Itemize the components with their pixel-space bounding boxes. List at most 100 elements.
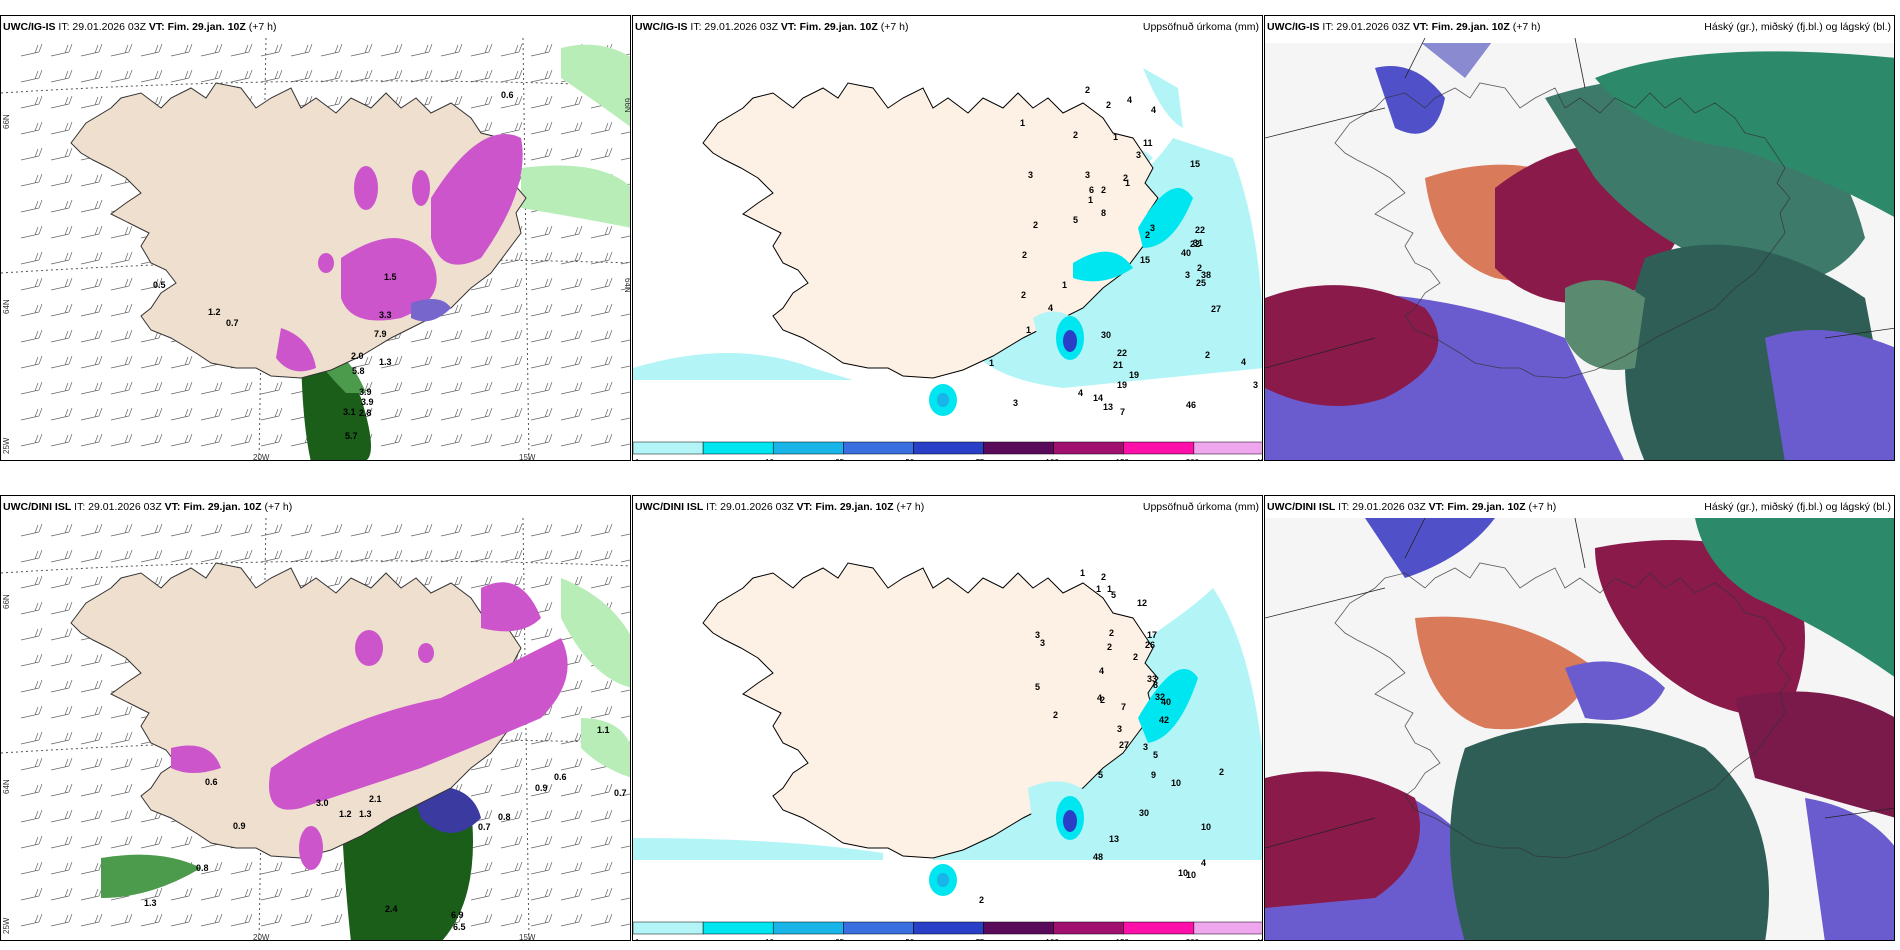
wind-barb	[470, 575, 493, 589]
wind-barb	[50, 601, 73, 615]
colorbar-swatch	[913, 921, 984, 935]
wind-barb	[140, 277, 163, 291]
value-label: 21	[1113, 360, 1123, 370]
wind-barb	[590, 887, 613, 901]
panel-accum-precip-dini[interactable]: UWC/DINI ISL IT: 29.01.2026 03Z VT: Fim.…	[632, 495, 1263, 941]
wind-barb	[50, 433, 73, 447]
wind-barb	[620, 287, 630, 291]
wind-barb	[470, 303, 493, 317]
wind-barb	[560, 549, 583, 563]
init-time: IT: 29.01.2026 03Z	[58, 21, 146, 33]
wind-barb	[80, 549, 103, 563]
value-label: 13	[1103, 402, 1113, 412]
wind-barb	[620, 533, 630, 537]
lon-label-25: 25W	[2, 917, 11, 934]
value-label: 30	[1139, 808, 1149, 818]
wind-barb	[470, 433, 493, 447]
wind-barb	[20, 757, 43, 771]
panel-header: UWC/DINI ISL IT: 29.01.2026 03Z VT: Fim.…	[1, 496, 630, 518]
temp-labels: 0.60.90.81.32.46.96.51.20.80.70.80.60.70…	[144, 725, 627, 932]
value-label: 6	[1089, 185, 1094, 195]
value-label: 2.0	[351, 351, 364, 361]
wind-barb	[80, 653, 103, 667]
value-label: 2	[1022, 250, 1027, 260]
wind-barb	[260, 861, 283, 875]
wind-barb	[560, 329, 583, 343]
wind-barb	[20, 783, 43, 797]
wind-barb	[80, 705, 103, 719]
init-time: IT: 29.01.2026 03Z	[706, 501, 794, 513]
wind-barb	[80, 303, 103, 317]
wind-barb	[20, 277, 43, 291]
wind-barb	[20, 355, 43, 369]
panel-header: UWC/IG-IS IT: 29.01.2026 03Z VT: Fim. 29…	[633, 16, 1262, 38]
value-label: 2	[1133, 652, 1138, 662]
wind-barb	[260, 407, 283, 421]
colorbar-swatch	[843, 441, 914, 455]
wind-barb	[20, 225, 43, 239]
wind-barb	[50, 523, 73, 537]
wind-barb	[50, 173, 73, 187]
wind-barb	[110, 407, 133, 421]
colorbar-label: 25	[835, 938, 844, 941]
wind-barb	[500, 95, 523, 109]
panel-wind-precip-igis[interactable]: UWC/IG-IS IT: 29.01.2026 03Z VT: Fim. 29…	[0, 15, 631, 461]
value-label: 0.5	[153, 280, 166, 290]
wind-barb	[230, 523, 253, 537]
wind-barb	[50, 303, 73, 317]
wind-barb	[530, 121, 553, 135]
wind-barb	[80, 913, 103, 927]
map-canvas[interactable]: 0.60.51.20.71.53.33.97.95.83.93.1 2.85.72…	[1, 38, 631, 461]
colorbar-label: 50	[905, 938, 914, 941]
wind-barb	[20, 433, 43, 447]
wind-barb	[110, 225, 133, 239]
wind-barb	[410, 407, 433, 421]
valid-time: Fim. 29.jan. 10Z	[815, 501, 894, 513]
colorbar-swatch	[1053, 441, 1125, 455]
panel-wind-precip-dini[interactable]: UWC/DINI ISL IT: 29.01.2026 03Z VT: Fim.…	[0, 495, 631, 941]
wind-barb	[590, 381, 613, 395]
valid-time: Fim. 29.jan. 10Z	[1447, 501, 1526, 513]
wind-barb	[80, 679, 103, 693]
wind-barb	[20, 303, 43, 317]
colorbar-swatch	[633, 921, 704, 935]
wind-barb	[50, 199, 73, 213]
cloud-map-canvas[interactable]	[1265, 38, 1895, 461]
model-name: UWC/IG-IS	[635, 21, 688, 33]
panel-clouds-igis[interactable]: UWC/IG-IS IT: 29.01.2026 03Z VT: Fim. 29…	[1264, 15, 1895, 461]
wind-barb	[170, 381, 193, 395]
value-label: 2	[1100, 695, 1105, 705]
wind-barb	[20, 809, 43, 823]
wind-barb	[20, 705, 43, 719]
map-canvas[interactable]: 2411121334231512618225331214022125234211…	[633, 38, 1263, 461]
wind-barb	[560, 731, 583, 745]
panel-clouds-dini[interactable]: UWC/DINI ISL IT: 29.01.2026 03Z VT: Fim.…	[1264, 495, 1895, 941]
map-canvas[interactable]: 0.60.90.81.32.46.96.51.20.80.70.80.60.70…	[1, 518, 631, 941]
wind-barb	[320, 523, 343, 537]
wind-barb	[110, 277, 133, 291]
wind-barb	[380, 69, 403, 83]
cloud-map-canvas[interactable]	[1265, 518, 1895, 941]
wind-barb	[110, 523, 133, 537]
value-label: 0.6	[554, 772, 567, 782]
panel-accum-precip-igis[interactable]: UWC/IG-IS IT: 29.01.2026 03Z VT: Fim. 29…	[632, 15, 1263, 461]
wind-barb	[350, 549, 373, 563]
wind-barb	[20, 653, 43, 667]
value-label: 1	[1062, 280, 1067, 290]
colorbar-swatch	[633, 441, 704, 455]
wind-barb	[260, 43, 283, 57]
wind-barb	[50, 861, 73, 875]
value-label: 7	[1121, 702, 1126, 712]
value-label: 1	[989, 358, 994, 368]
wind-barb	[560, 861, 583, 875]
wind-barb	[620, 391, 630, 395]
wind-barb	[560, 147, 583, 161]
colorbar-swatch	[1123, 441, 1195, 455]
panel-title: Háský (gr.), miðský (fj.bl.) og lágský (…	[1704, 21, 1891, 33]
wind-barb	[50, 575, 73, 589]
lead-time: (+7 h)	[880, 21, 909, 33]
panel-title: Uppsöfnuð úrkoma (mm)	[1142, 21, 1259, 33]
wind-barb	[530, 225, 553, 239]
wind-barb	[200, 433, 223, 447]
